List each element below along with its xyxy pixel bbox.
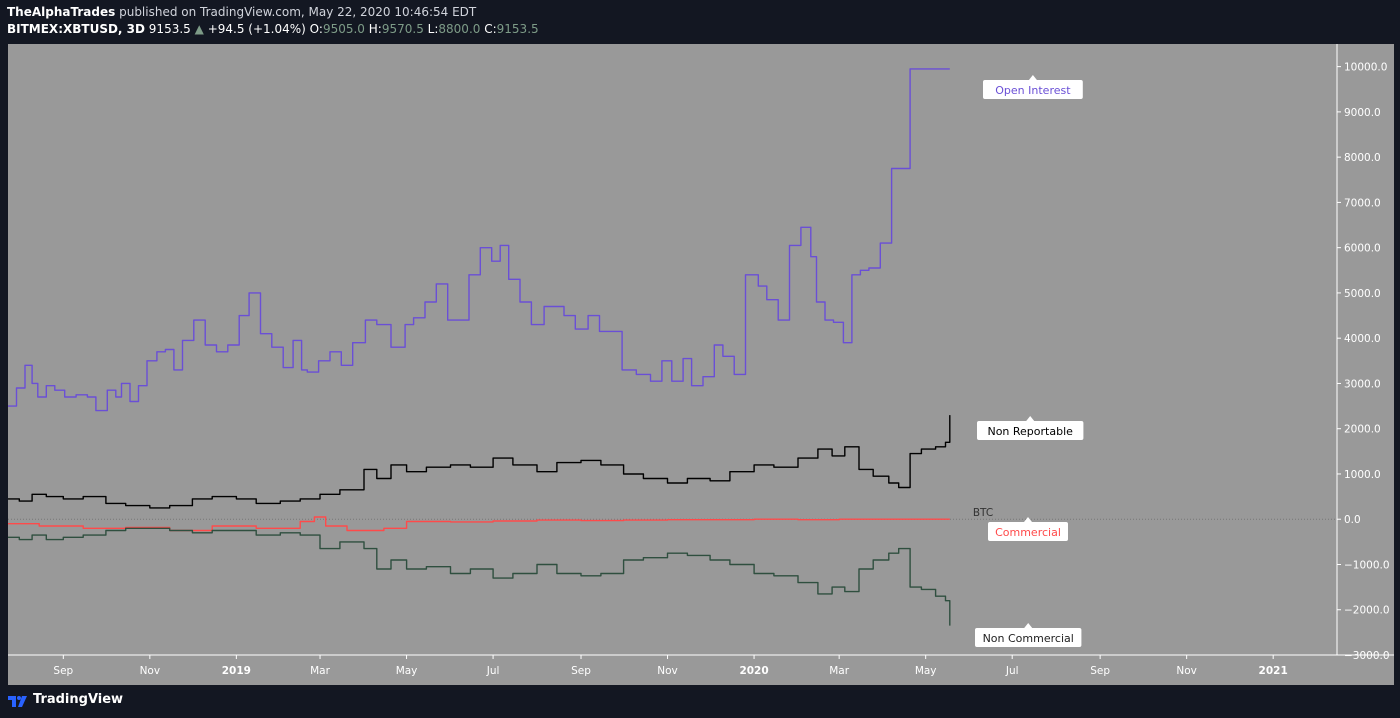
x-tick-label: Nov xyxy=(657,665,678,677)
non-reportable-label: Non Reportable xyxy=(977,416,1084,440)
non-commercial-label: Non Commercial xyxy=(975,623,1082,647)
y-tick-label: 7000.0 xyxy=(1344,197,1381,209)
x-tick-label: Jul xyxy=(486,665,500,677)
series-layer xyxy=(8,68,951,626)
publish-info: TheAlphaTrades published on TradingView.… xyxy=(7,5,476,19)
tradingview-logo-icon[interactable] xyxy=(8,694,28,708)
open-value: 9505.0 xyxy=(322,22,365,36)
y-tick-label: 5000.0 xyxy=(1344,288,1381,300)
published-text: published on TradingView.com, May 22, 20… xyxy=(119,5,477,19)
close-label: C: xyxy=(484,22,497,36)
non-commercial-label-text: Non Commercial xyxy=(983,632,1074,645)
y-tick-label: 4000.0 xyxy=(1344,333,1381,345)
non-reportable-label-text: Non Reportable xyxy=(987,425,1073,438)
y-tick-label: 10000.0 xyxy=(1344,62,1387,74)
publisher-name[interactable]: TheAlphaTrades xyxy=(7,5,116,19)
non-commercial-label-pointer xyxy=(1024,623,1033,628)
non-reportable-line[interactable] xyxy=(8,415,951,509)
y-tick-label: −1000.0 xyxy=(1344,559,1390,571)
non-commercial-label-box xyxy=(975,628,1082,647)
y-tick-label: 9000.0 xyxy=(1344,107,1381,119)
y-tick-label: −2000.0 xyxy=(1344,605,1390,617)
zero-line-label: BTC xyxy=(973,507,993,519)
tradingview-brand[interactable]: TradingView xyxy=(33,692,124,707)
x-axis-ticks: Sep Nov 2019 Mar May Jul Sep Nov 2020 Mar May Jul Se… xyxy=(53,655,1288,677)
open-interest-label-pointer xyxy=(1028,75,1037,80)
high-label: H: xyxy=(368,22,382,36)
x-tick-label: Sep xyxy=(1090,665,1110,677)
y-tick-label: −3000.0 xyxy=(1344,650,1390,662)
low-label: L: xyxy=(427,22,439,36)
y-tick-label: 6000.0 xyxy=(1344,243,1381,255)
x-tick-label: Jul xyxy=(1005,665,1019,677)
change-arrow-icon: ▲ xyxy=(194,22,204,36)
non-commercial-line[interactable] xyxy=(8,527,951,626)
x-tick-label: Sep xyxy=(571,665,591,677)
commercial-label-box xyxy=(988,522,1068,541)
commercial-label-text: Commercial xyxy=(995,526,1061,539)
open-interest-label: Open Interest xyxy=(983,75,1083,99)
price-change: +94.5 (+1.04%) xyxy=(207,22,306,36)
x-tick-label: Mar xyxy=(829,665,849,677)
time-axis[interactable] xyxy=(8,655,1394,685)
non-reportable-label-pointer xyxy=(1026,416,1035,421)
y-tick-label: 3000.0 xyxy=(1344,378,1381,390)
open-interest-line[interactable] xyxy=(8,68,950,412)
low-value: 8800.0 xyxy=(438,22,481,36)
x-tick-label: May xyxy=(915,665,937,677)
commercial-label: Commercial xyxy=(988,517,1068,541)
commercial-label-pointer xyxy=(1024,517,1032,522)
non-reportable-label-box xyxy=(977,421,1084,440)
open-label: O: xyxy=(309,22,323,36)
x-tick-label: May xyxy=(396,665,418,677)
open-interest-label-box xyxy=(983,80,1083,99)
y-tick-label: 0.0 xyxy=(1344,514,1361,526)
x-tick-label: 2019 xyxy=(222,665,251,677)
x-tick-label: 2020 xyxy=(739,665,768,677)
y-axis-ticks: 10000.0 9000.0 8000.0 7000.0 6000.0 5000.0 400… xyxy=(1337,62,1390,662)
x-tick-label: Sep xyxy=(53,665,73,677)
close-value: 9153.5 xyxy=(496,22,539,36)
footer-bar: TradingView xyxy=(0,685,1400,718)
y-tick-label: 8000.0 xyxy=(1344,152,1381,164)
y-tick-label: 2000.0 xyxy=(1344,424,1381,436)
symbol-ohlc-line: BITMEX:XBTUSD, 3D 9153.5 ▲ +94.5 (+1.04%… xyxy=(7,22,539,36)
high-value: 9570.5 xyxy=(381,22,424,36)
series-labels: BTC Open Interest Non Reportable Commercial… xyxy=(973,75,1084,647)
last-price: 9153.5 xyxy=(148,22,191,36)
price-axis[interactable] xyxy=(1337,44,1394,655)
symbol-label[interactable]: BITMEX:XBTUSD, 3D xyxy=(7,22,145,36)
chart-canvas[interactable]: 10000.0 9000.0 8000.0 7000.0 6000.0 5000.0 400… xyxy=(0,44,1400,685)
x-tick-label: 2021 xyxy=(1259,665,1288,677)
chart-header: TheAlphaTrades published on TradingView.… xyxy=(0,0,1400,44)
plot-area[interactable] xyxy=(8,44,1337,655)
x-tick-label: Nov xyxy=(140,665,161,677)
open-interest-label-text: Open Interest xyxy=(995,84,1071,97)
x-tick-label: Mar xyxy=(310,665,330,677)
x-tick-label: Nov xyxy=(1176,665,1197,677)
y-tick-label: 1000.0 xyxy=(1344,469,1381,481)
